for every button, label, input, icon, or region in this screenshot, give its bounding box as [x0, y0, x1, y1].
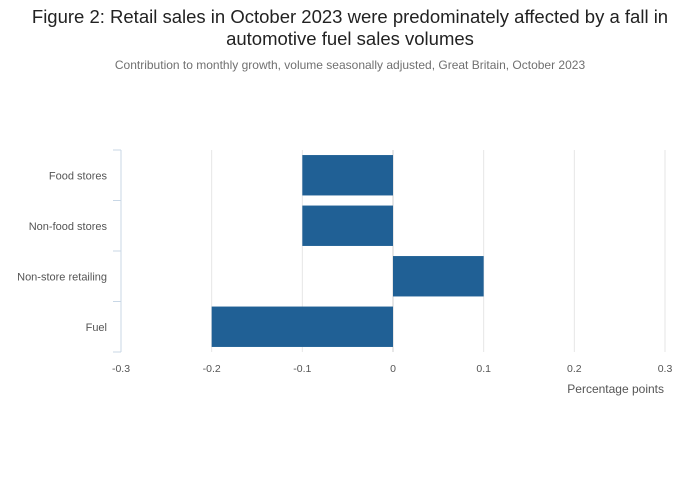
x-tick-label: -0.2 [203, 363, 221, 375]
x-tick-label: 0.3 [658, 363, 673, 375]
bars [211, 155, 484, 347]
bar [211, 306, 393, 347]
bar [393, 256, 484, 297]
chart-subtitle: Contribution to monthly growth, volume s… [114, 58, 586, 72]
x-tick-label: 0.1 [476, 363, 491, 375]
chart-title: Figure 2: Retail sales in October 2023 w… [31, 6, 669, 49]
x-axis-label: Percentage points [567, 382, 664, 396]
category-label: Non-store retailing [17, 271, 107, 283]
bar [302, 205, 393, 246]
y-axis: Food stores Non-food stores Non-store reta… [17, 149, 122, 353]
bar [302, 155, 393, 196]
x-tick-labels: -0.3 -0.2 -0.1 0 0.1 0.2 0.3 [112, 363, 672, 375]
x-tick-label: -0.1 [293, 363, 311, 375]
x-tick-label: -0.3 [112, 363, 130, 375]
category-label: Fuel [86, 322, 107, 334]
x-tick-label: 0.2 [567, 363, 582, 375]
x-tick-label: 0 [390, 363, 396, 375]
category-label: Non-food stores [29, 221, 108, 233]
category-label: Food stores [49, 170, 108, 182]
